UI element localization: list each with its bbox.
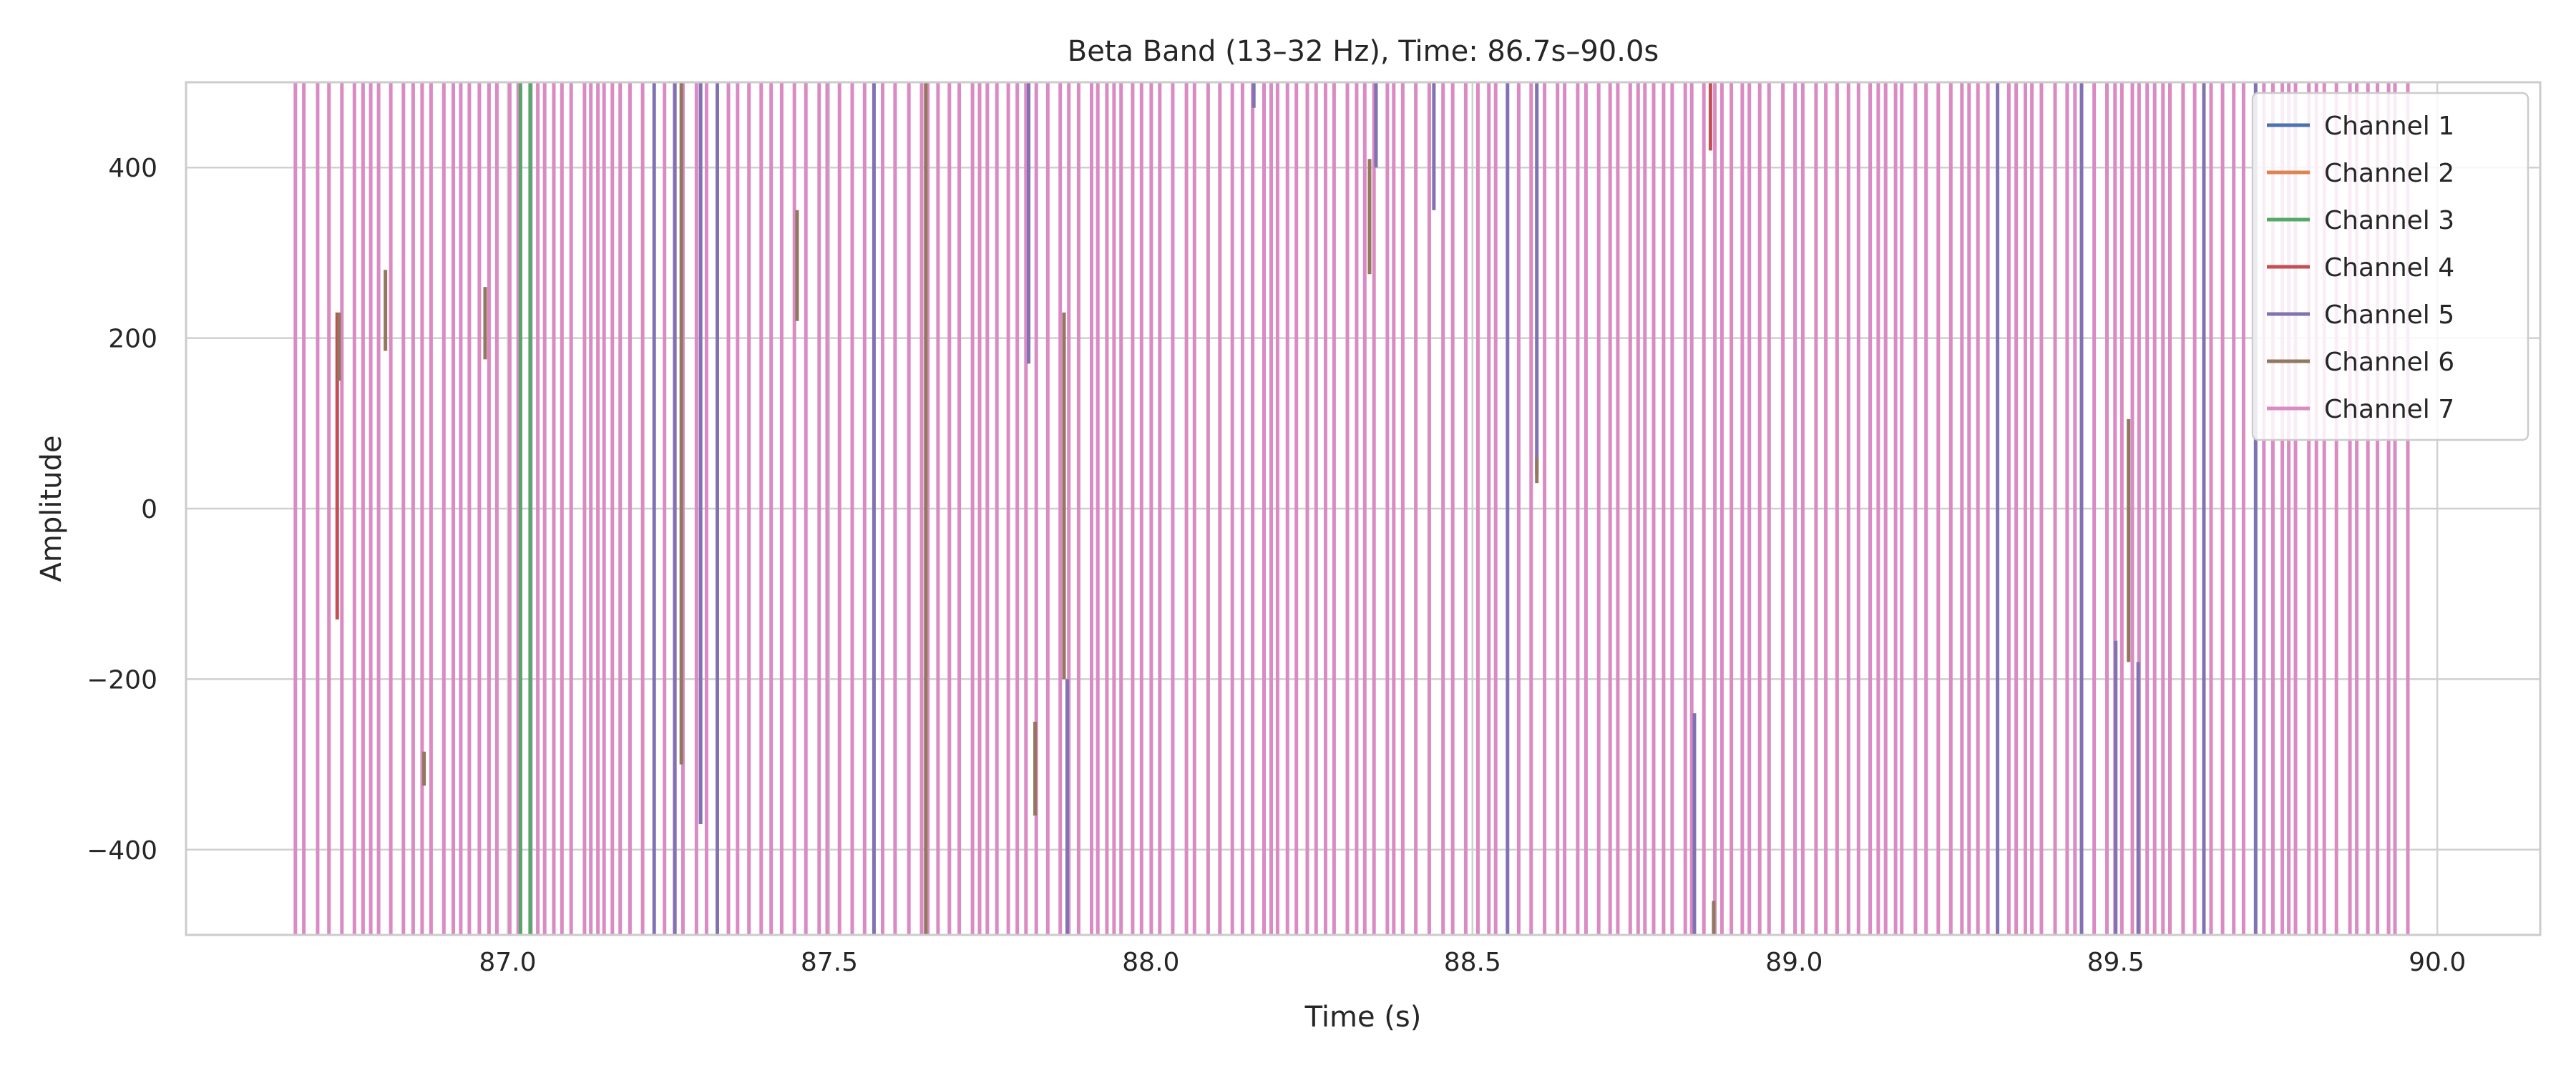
y-tick-label: −400 [87, 836, 157, 866]
x-tick-label: 90.0 [2409, 948, 2466, 977]
legend-entry: Channel 1 [2324, 112, 2454, 141]
y-tick-label: 0 [141, 495, 157, 524]
x-tick-labels: 87.0 87.5 88.0 88.5 89.0 89.5 90.0 [479, 948, 2466, 977]
legend: Channel 1 Channel 2 Channel 3 Channel 4 Chan… [2251, 92, 2529, 441]
legend-entry: Channel 3 [2324, 206, 2454, 235]
x-tick-label: 87.0 [479, 948, 536, 977]
legend-entry: Channel 5 [2324, 300, 2454, 330]
y-tick-label: 200 [108, 325, 157, 354]
x-tick-label: 88.0 [1122, 948, 1179, 977]
x-tick-label: 89.5 [2087, 948, 2145, 977]
legend-entry: Channel 7 [2324, 395, 2454, 424]
plot-frame [185, 81, 2542, 936]
x-tick-label: 87.5 [801, 948, 858, 977]
x-axis-label: Time (s) [1304, 1001, 1422, 1034]
legend-entry: Channel 4 [2324, 253, 2454, 283]
legend-box [2251, 92, 2529, 441]
x-tick-label: 88.5 [1444, 948, 1501, 977]
trace-layer [293, 82, 2410, 935]
legend-entry: Channel 2 [2324, 159, 2454, 188]
y-tick-labels: −400 −200 0 200 400 [87, 154, 157, 866]
chart-title: Beta Band (13–32 Hz), Time: 86.7s–90.0s [1068, 35, 1659, 68]
y-tick-label: 400 [108, 154, 157, 183]
y-tick-label: −200 [87, 665, 157, 695]
x-tick-label: 89.0 [1765, 948, 1823, 977]
legend-entry: Channel 6 [2324, 348, 2454, 377]
y-axis-label: Amplitude [35, 436, 68, 582]
